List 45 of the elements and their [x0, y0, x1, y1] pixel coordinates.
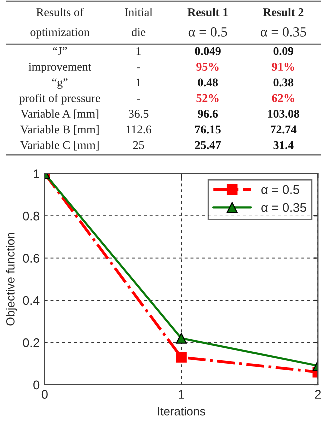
- text: 1: [136, 47, 142, 56]
- legend-label: α = 0.35: [262, 203, 306, 212]
- legend-label: α = 0.5: [262, 185, 300, 194]
- category-label: Results of optimization: [30, 8, 90, 39]
- text: -: [137, 98, 140, 100]
- text: profit of pressure: [20, 94, 100, 105]
- category-label: Result 1 α = 0.5: [188, 8, 228, 37]
- text: 25.47: [195, 141, 222, 150]
- text: Variable A [mm]: [20, 110, 99, 120]
- text: “g”: [52, 78, 68, 90]
- text: “J”: [53, 47, 68, 56]
- text: 96.6: [198, 110, 218, 118]
- text: 31.4: [274, 141, 294, 150]
- text: improvement: [28, 63, 92, 74]
- text: 1: [136, 78, 142, 87]
- y-tick-label: 0: [34, 380, 40, 390]
- category-label: Initial die: [125, 8, 153, 36]
- text: 0.38: [274, 78, 294, 87]
- text: -: [137, 68, 140, 69]
- text: 112.6: [126, 126, 152, 134]
- text: Variable B [mm]: [20, 125, 99, 136]
- text: 36.5: [129, 110, 149, 118]
- text: 95%: [196, 63, 219, 72]
- text: Variable C [mm]: [20, 141, 99, 151]
- text: 76.15: [195, 126, 221, 134]
- y-tick-label: 0.6: [23, 254, 40, 263]
- y-axis-title: Objective function: [6, 233, 18, 326]
- y-tick-label: 1: [34, 170, 40, 178]
- y-tick-label: 0.8: [23, 212, 40, 221]
- x-tick-label: 0: [42, 390, 48, 400]
- text: 0.09: [274, 47, 294, 56]
- x-tick-label: 2: [315, 390, 322, 399]
- text: 0.049: [195, 47, 221, 56]
- text: 52%: [196, 94, 219, 102]
- text: 62%: [272, 94, 294, 102]
- x-tick-label: 1: [179, 390, 184, 399]
- text: 103.08: [268, 110, 300, 118]
- y-tick-label: 0.2: [23, 338, 40, 348]
- x-axis-title: Iterations: [158, 407, 206, 416]
- text: 91%: [272, 63, 294, 72]
- y-tick-label: 0.4: [23, 296, 40, 306]
- text: 0.48: [198, 78, 218, 87]
- text: 25: [133, 141, 144, 150]
- category-label: Result 2 α = 0.35: [261, 8, 306, 37]
- text: 72.74: [271, 126, 297, 134]
